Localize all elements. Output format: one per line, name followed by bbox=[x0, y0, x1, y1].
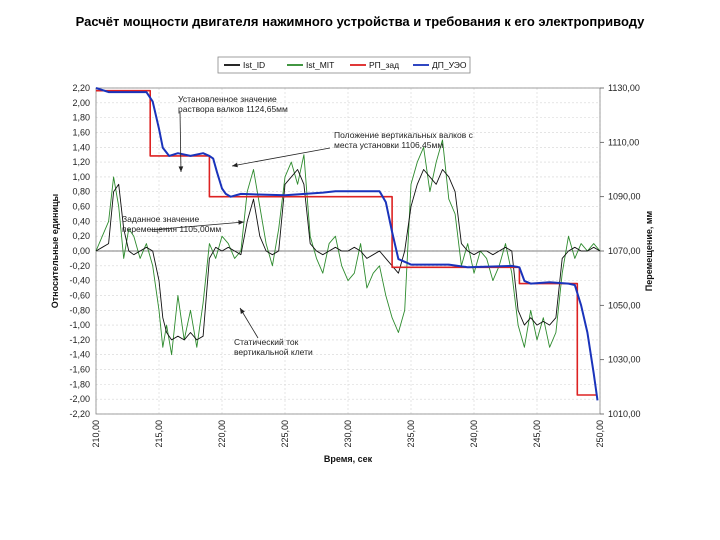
y-left-tick-label: 0,20 bbox=[72, 231, 90, 241]
x-tick-label: 215,00 bbox=[154, 420, 164, 448]
y-left-tick-label: -2,20 bbox=[69, 409, 90, 419]
y-left-tick-label: 1,80 bbox=[72, 113, 90, 123]
legend-label: PП_зад bbox=[369, 60, 399, 70]
legend: Ist_ID Ist_MIT PП_зад ДП_УЭО bbox=[217, 56, 471, 74]
y-right-tick-label: 1030,00 bbox=[608, 355, 641, 365]
y-right-tick-label: 1110,00 bbox=[608, 137, 639, 147]
y-left-tick-label: -0,60 bbox=[69, 290, 90, 300]
y-left-tick-label: 1,60 bbox=[72, 127, 90, 137]
annotation-text: Установленное значение bbox=[178, 94, 277, 104]
y-right-tick-label: 1070,00 bbox=[608, 246, 641, 256]
series-line-istmit bbox=[95, 139, 601, 356]
annotation-text: вертикальной клети bbox=[234, 347, 313, 357]
series-line-istid bbox=[95, 169, 601, 341]
y-right-tick-label: 1050,00 bbox=[608, 300, 641, 310]
y-left-tick-label: -1,20 bbox=[69, 335, 90, 345]
y-left-tick-label: -1,80 bbox=[69, 379, 90, 389]
y-axis-right-title: Перемещение, мм bbox=[644, 210, 654, 291]
axis-ticks: 2,20 2,00 1,80 1,60 1,40 1,20 1,00 0,80 0,60 0,40… bbox=[69, 83, 640, 448]
x-tick-label: 225,00 bbox=[280, 420, 290, 448]
legend-box bbox=[217, 56, 471, 74]
y-left-tick-label: 0,80 bbox=[72, 187, 90, 197]
y-left-tick-label: 1,20 bbox=[72, 157, 90, 167]
x-axis-title: Время, сек bbox=[324, 454, 373, 464]
annotation-arrowhead bbox=[232, 162, 238, 168]
annotation-text: Заданное значение bbox=[122, 214, 199, 224]
x-tick-label: 235,00 bbox=[406, 420, 416, 448]
y-axis-left-title: Относительные единицы bbox=[50, 193, 60, 308]
y-left-tick-label: 1,40 bbox=[72, 142, 90, 152]
y-left-tick-label: -0,80 bbox=[69, 305, 90, 315]
y-left-tick-label: -2,00 bbox=[69, 394, 90, 404]
y-right-tick-label: 1010,00 bbox=[608, 409, 641, 419]
annotation-arrow bbox=[149, 221, 245, 231]
y-left-tick-label: 0,60 bbox=[72, 202, 90, 212]
x-tick-label: 245,00 bbox=[532, 420, 542, 448]
annotation-arrowhead bbox=[178, 166, 184, 172]
y-left-tick-label: -1,00 bbox=[69, 320, 90, 330]
annotation-text: раствора валков 1124,65мм bbox=[178, 104, 288, 114]
y-left-tick-label: -0,20 bbox=[69, 261, 90, 271]
y-left-tick-label: 2,20 bbox=[72, 83, 90, 93]
slide-title: Расчёт мощности двигателя нажимного устр… bbox=[75, 14, 645, 29]
y-left-tick-label: 1,00 bbox=[72, 172, 90, 182]
annotation-arrow bbox=[179, 111, 182, 173]
y-right-tick-label: 1130,00 bbox=[608, 83, 640, 93]
annotation-text: перемещения 1105,00мм bbox=[122, 224, 221, 234]
x-tick-label: 210,00 bbox=[91, 420, 101, 448]
annotation-arrow bbox=[231, 147, 331, 167]
legend-label: Ist_MIT bbox=[306, 60, 334, 70]
y-left-tick-label: -1,40 bbox=[69, 350, 90, 360]
y-right-tick-label: 1090,00 bbox=[608, 192, 641, 202]
y-left-tick-label: 2,00 bbox=[72, 98, 90, 108]
y-left-tick-label: 0,00 bbox=[72, 246, 90, 256]
x-tick-label: 230,00 bbox=[343, 420, 353, 448]
legend-label: Ist_ID bbox=[243, 60, 265, 70]
annotation-arrow bbox=[239, 307, 259, 339]
annotation-text: места установки 1106,45мм bbox=[334, 140, 443, 150]
x-tick-label: 250,00 bbox=[595, 420, 605, 448]
y-left-tick-label: -0,40 bbox=[69, 276, 90, 286]
series-line-дпуэо bbox=[95, 87, 599, 401]
x-tick-label: 240,00 bbox=[469, 420, 479, 448]
x-tick-label: 220,00 bbox=[217, 420, 227, 448]
series-layer bbox=[95, 87, 601, 401]
annotation-text: Положение вертикальных валков с bbox=[334, 130, 474, 140]
y-left-tick-label: 0,40 bbox=[72, 216, 90, 226]
annotation-text: Статический ток bbox=[234, 337, 299, 347]
legend-label: ДП_УЭО bbox=[432, 60, 467, 70]
annotation-arrowhead bbox=[240, 308, 245, 314]
annotation-arrowhead bbox=[238, 220, 244, 225]
y-left-tick-label: -1,60 bbox=[69, 365, 90, 375]
